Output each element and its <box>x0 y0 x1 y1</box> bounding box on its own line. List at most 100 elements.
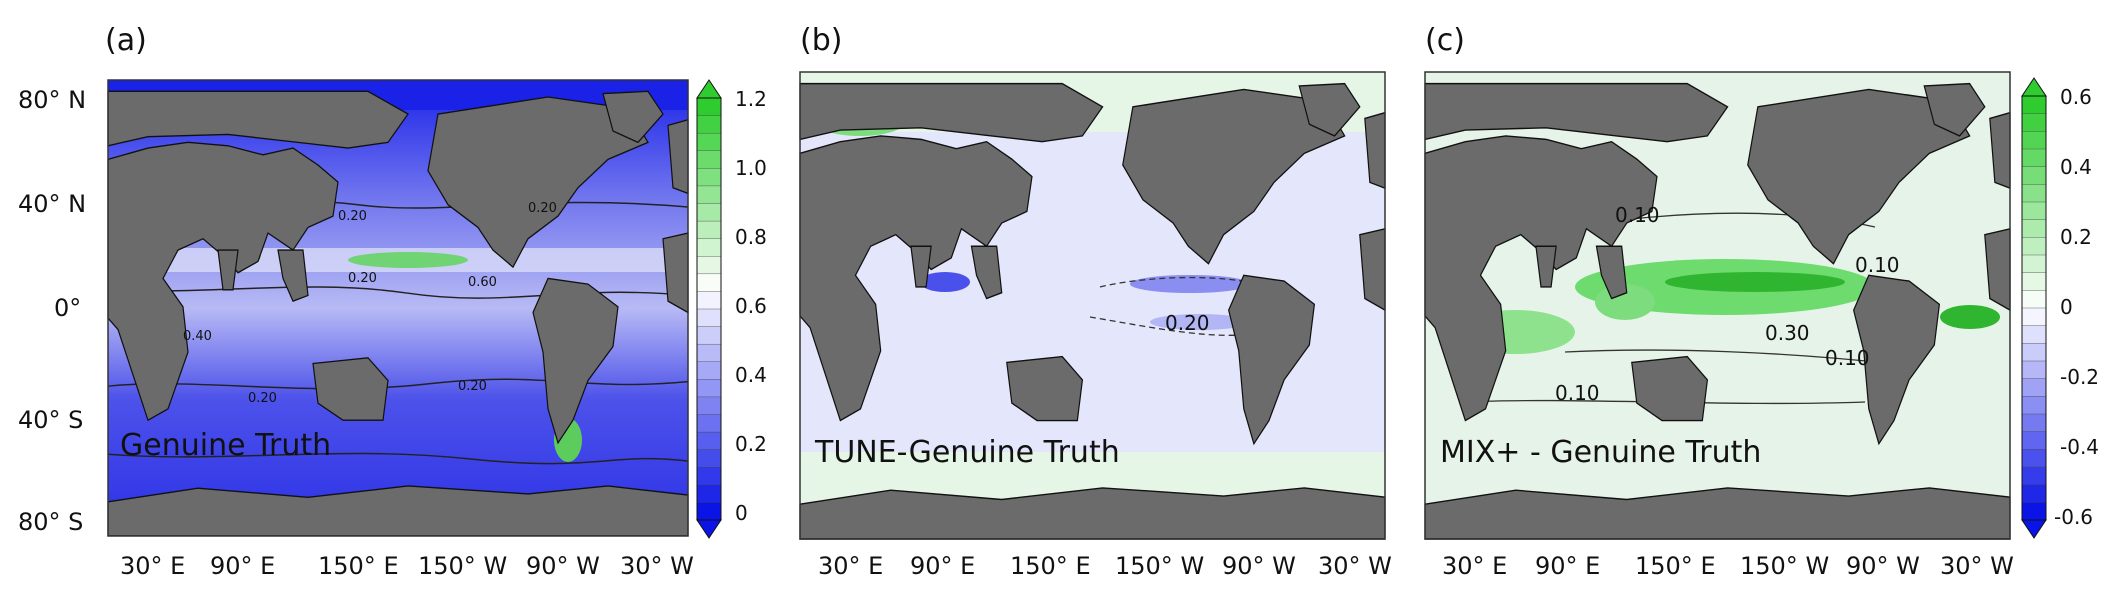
colorbar-band <box>2021 413 2047 433</box>
lon-tick: 30° W <box>1318 552 1392 580</box>
colorbar-tick: 0.2 <box>735 432 767 456</box>
colorbar-band <box>2021 131 2047 150</box>
colorbar-band <box>2021 502 2047 521</box>
colorbar-band <box>696 203 722 222</box>
colorbar-tick: -0.2 <box>2060 365 2099 389</box>
colorbar-band <box>2021 378 2047 398</box>
colorbar-band <box>696 150 722 170</box>
lon-tick: 90° W <box>1222 552 1296 580</box>
contour-label: 0.20 <box>338 209 367 224</box>
inset-label-a: Genuine Truth <box>120 428 331 463</box>
colorbar-band <box>696 343 722 363</box>
lon-tick: 30° W <box>1940 552 2014 580</box>
colorbar-tick: 0.6 <box>2060 85 2092 109</box>
lon-tick: 150° E <box>1010 552 1091 580</box>
lon-tick: 90° W <box>1846 552 1920 580</box>
colorbar-tick: 0 <box>2060 295 2073 319</box>
lon-tick: 150° W <box>418 552 507 580</box>
lat-tick: 80° N <box>18 86 86 114</box>
colorbar-band <box>2021 95 2047 115</box>
colorbar-band <box>2021 113 2047 133</box>
colorbar-band <box>2021 201 2047 221</box>
colorbar-band <box>696 414 722 433</box>
colorbar-band <box>696 238 722 257</box>
colorbar-band <box>696 132 722 152</box>
panel-letter-b: (b) <box>800 23 842 58</box>
panel-c: (c) 0.10 0.10 0.30 0.10 0.10 MIX+ - Genu… <box>1424 23 2014 580</box>
colorbar-band <box>696 185 722 205</box>
colorbar-tick: 1.2 <box>735 87 767 111</box>
colorbar-band <box>2021 343 2047 362</box>
contour-label: 0.40 <box>183 329 212 344</box>
colorbar-band <box>2021 484 2047 504</box>
colorbar-tick: 0.8 <box>735 225 767 249</box>
inset-label-c: MIX+ - Genuine Truth <box>1440 435 1761 470</box>
lat-tick: 80° S <box>18 508 83 536</box>
colorbar-band <box>2021 325 2047 345</box>
lon-tick: 150° E <box>1635 552 1716 580</box>
lat-tick: 0° <box>54 294 81 322</box>
colorbar-tick: 0 <box>735 501 748 525</box>
lon-tick: 90° W <box>526 552 600 580</box>
colorbar-band <box>2021 219 2047 239</box>
panel-a: (a) Genuine Truth 0.20 0.20 0.20 0.60 0.… <box>18 23 694 580</box>
colorbar-band <box>696 168 722 187</box>
contour-label: 0.10 <box>1855 253 1900 277</box>
lon-axis-b: 30° E 90° E 150° E 150° W 90° W 30° W <box>818 552 1392 580</box>
colorbar-a: 1.2 1.0 0.8 0.6 0.4 0.2 0 <box>696 79 767 539</box>
inset-label-b: TUNE-Genuine Truth <box>814 435 1120 470</box>
colorbar-c: 0.6 0.4 0.2 0 -0.2 -0.4 -0.6 <box>2021 77 2099 539</box>
colorbar-band <box>696 220 722 240</box>
panel-b: (b) 0.20 TUNE-Genuine Truth 30° E 90° E … <box>799 23 1392 580</box>
colorbar-band <box>696 256 722 275</box>
colorbar-band <box>696 361 722 381</box>
panel-letter-c: (c) <box>1425 23 1465 58</box>
colorbar-band <box>696 273 722 293</box>
lon-tick: 30° W <box>620 552 694 580</box>
colorbar-band <box>2021 360 2047 380</box>
contour-label: 0.10 <box>1555 381 1600 405</box>
colorbar-band <box>696 484 722 504</box>
panel-letter-a: (a) <box>105 23 147 58</box>
colorbar-band <box>696 467 722 486</box>
contour-label: 0.10 <box>1615 203 1660 227</box>
lon-tick: 150° W <box>1115 552 1204 580</box>
lat-tick: 40° N <box>18 190 86 218</box>
colorbar-band <box>696 326 722 345</box>
colorbar-band <box>2021 166 2047 186</box>
lon-tick: 150° W <box>1740 552 1829 580</box>
colorbar-band <box>2021 272 2047 292</box>
contour-label: 0.60 <box>468 275 497 290</box>
lon-axis-c: 30° E 90° E 150° E 150° W 90° W 30° W <box>1442 552 2014 580</box>
colorbar-band <box>2021 431 2047 451</box>
colorbar-tick: 0.6 <box>735 294 767 318</box>
colorbar-band <box>696 449 722 468</box>
contour-label: 0.20 <box>1165 311 1210 335</box>
colorbar-band <box>2021 396 2047 415</box>
lat-axis-a: 80° N 40° N 0° 40° S 80° S <box>18 86 86 536</box>
lon-axis-a: 30° E 90° E 150° E 150° W 90° W 30° W <box>120 552 694 580</box>
lon-tick: 90° E <box>210 552 275 580</box>
contour-label: 0.30 <box>1765 321 1810 345</box>
colorbar-band <box>2021 466 2047 486</box>
colorbar-band <box>696 115 722 134</box>
colorbar-band <box>696 396 722 416</box>
colorbar-band <box>2021 184 2047 203</box>
contour-label: 0.20 <box>458 379 487 394</box>
colorbar-band <box>2021 254 2047 274</box>
colorbar-band <box>2021 449 2047 468</box>
colorbar-tick: -0.6 <box>2054 505 2093 529</box>
colorbar-band <box>696 291 722 310</box>
colorbar-band <box>2021 237 2047 256</box>
contour-label: 0.20 <box>348 271 377 286</box>
colorbar-band <box>2021 148 2047 168</box>
lon-tick: 90° E <box>910 552 975 580</box>
colorbar-band <box>2021 290 2047 309</box>
lon-tick: 30° E <box>120 552 185 580</box>
colorbar-tick: 0.4 <box>2060 155 2092 179</box>
contour-label: 0.20 <box>528 201 557 216</box>
colorbar-band <box>696 308 722 328</box>
colorbar-band <box>2021 307 2047 327</box>
contour-label: 0.10 <box>1825 346 1870 370</box>
